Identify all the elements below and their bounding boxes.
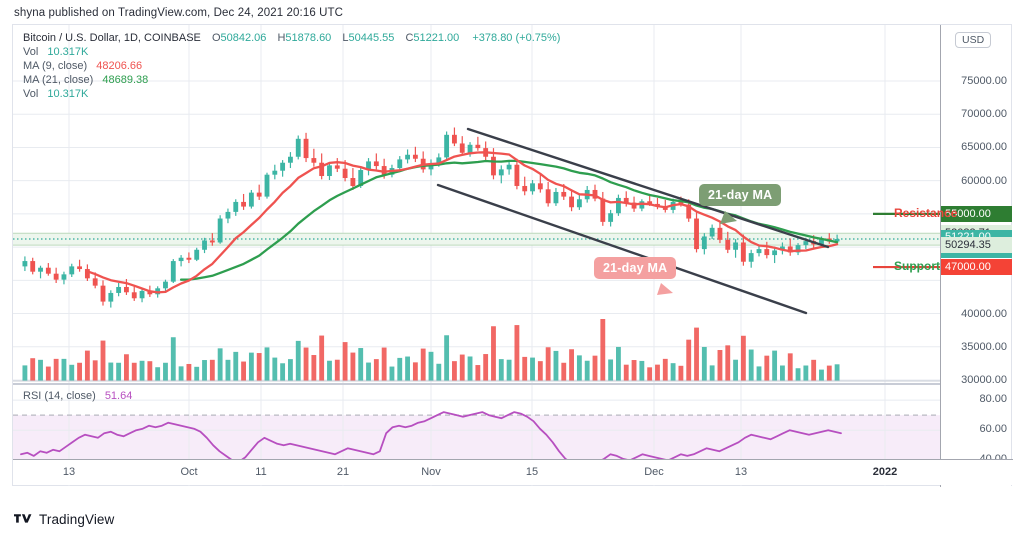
price-axis-label: 65000.00	[961, 141, 1007, 154]
rsi-axis-label: 60.00	[979, 423, 1007, 436]
footer-brand: TradingView	[14, 512, 114, 527]
time-axis-label: Oct	[180, 466, 198, 478]
time-axis-label: 15	[525, 466, 539, 478]
ma21-legend: MA (21, close) 48689.38	[23, 73, 148, 87]
price-badge-support[interactable]: 47000.00	[941, 259, 1012, 276]
legend-close-value: 51221.00	[413, 32, 460, 44]
price-axis-label: 35000.00	[961, 340, 1007, 353]
price-axis-label: 30000.00	[961, 374, 1007, 386]
callout-21day-ma-green[interactable]: 21-day MA	[699, 184, 782, 206]
legend-ma9-label: MA (9, close)	[23, 60, 88, 72]
tradingview-wordmark: TradingView	[39, 512, 115, 527]
price-axis-label: 60000.00	[961, 174, 1007, 187]
callout-21day-ma-pink[interactable]: 21-day MA	[594, 257, 677, 279]
legend-vol2-value: 10.317K	[47, 88, 89, 100]
currency-badge: USD	[955, 32, 992, 48]
price-badge-band-bottom[interactable]: 50294.35	[941, 237, 1012, 254]
price-badge-value: 47000.00	[945, 261, 991, 274]
pane-divider	[13, 383, 941, 384]
price-axis-label: 70000.00	[961, 108, 1007, 121]
time-axis[interactable]: 13 Oct 11 21 Nov 15 Dec 13 2022	[13, 459, 1013, 485]
time-axis-label: Dec	[644, 466, 664, 478]
price-chart-canvas	[13, 25, 941, 383]
legend-vol2-label: Vol	[23, 88, 39, 100]
price-axis[interactable]: USD 75000.00 70000.00 65000.00 60000.00 4000…	[940, 25, 1012, 487]
price-axis-label: 40000.00	[961, 307, 1007, 320]
publish-credit-line: shyna published on TradingView.com, Dec …	[14, 7, 344, 19]
price-axis-label: 75000.00	[961, 75, 1007, 87]
price-pane[interactable]	[13, 25, 941, 383]
legend-open-label: O	[211, 32, 221, 44]
legend-ma9-value: 48206.66	[96, 60, 143, 72]
time-axis-label: 13	[62, 466, 76, 478]
legend-open-value: 50842.06	[220, 32, 267, 44]
time-axis-label: 13	[734, 466, 748, 478]
price-badge-value: 50294.35	[945, 239, 991, 252]
volume-legend-top: Vol 10.317K	[23, 45, 88, 59]
legend-ma21-label: MA (21, close)	[23, 74, 94, 86]
rsi-axis-label: 80.00	[979, 393, 1007, 406]
legend-ma21-value: 48689.38	[102, 74, 149, 86]
legend-symbol-title: Bitcoin / U.S. Dollar, 1D, COINBASE	[23, 32, 201, 44]
support-label: Support	[894, 259, 940, 273]
volume-legend: Vol 10.317K	[23, 87, 88, 101]
legend-vol-label: Vol	[23, 46, 39, 58]
legend-low-value: 50445.55	[348, 32, 395, 44]
legend-rsi-label: RSI (14, close)	[23, 390, 96, 402]
legend-rsi-value: 51.64	[104, 390, 133, 402]
rsi-legend: RSI (14, close) 51.64	[23, 389, 132, 403]
price-badge-value: 55000.00	[945, 207, 991, 220]
chart-frame: USD 75000.00 70000.00 65000.00 60000.00 4000…	[12, 24, 1013, 487]
legend-high-label: H	[277, 32, 286, 44]
time-axis-label: 21	[336, 466, 350, 478]
ma9-legend: MA (9, close) 48206.66	[23, 59, 142, 73]
legend-change: +378.80 (+0.75%)	[472, 32, 561, 44]
tradingview-logo-icon	[14, 514, 32, 523]
legend-high-value: 51878.60	[285, 32, 332, 44]
resistance-label: Resistance	[894, 206, 958, 220]
legend-low-label: L	[342, 32, 349, 44]
price-legend: Bitcoin / U.S. Dollar, 1D, COINBASE O508…	[23, 31, 560, 45]
price-badge-resistance[interactable]: 55000.00	[941, 205, 1012, 222]
legend-vol-value: 10.317K	[47, 46, 89, 58]
time-axis-label: 11	[255, 466, 267, 478]
time-axis-label: 2022	[872, 466, 898, 478]
legend-close-label: C	[405, 32, 414, 44]
time-axis-label: Nov	[421, 466, 441, 478]
